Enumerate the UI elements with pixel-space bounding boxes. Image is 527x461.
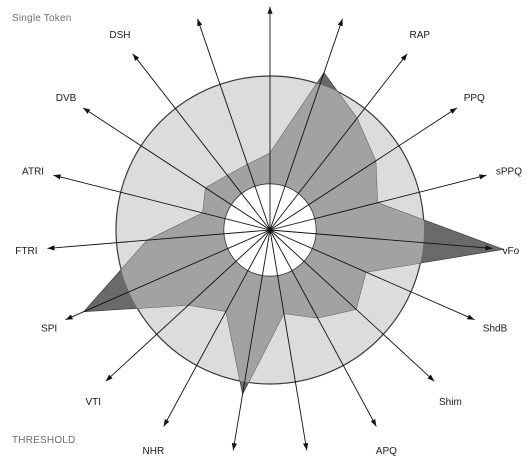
axis-label-atri: ATRI bbox=[22, 166, 44, 177]
axis-label-dvb: DVB bbox=[56, 93, 77, 104]
threshold-label: THRESHOLD bbox=[12, 435, 76, 446]
axis-line-vam bbox=[232, 229, 271, 451]
axis-line-ftri bbox=[47, 229, 271, 249]
chart-title: Single Token bbox=[12, 13, 72, 24]
axis-line-vfo bbox=[269, 229, 493, 249]
axis-arrowhead bbox=[427, 374, 435, 382]
axis-line-dvb bbox=[82, 107, 271, 231]
axis-label-shdb: ShdB bbox=[483, 324, 508, 335]
axis-arrowhead bbox=[163, 419, 170, 427]
axis-label-shim: Shim bbox=[439, 397, 462, 408]
axis-line-duv bbox=[197, 18, 271, 231]
axis-arrowhead bbox=[47, 245, 55, 251]
axis-arrowhead bbox=[479, 174, 487, 180]
axis-label-vti: VTI bbox=[85, 397, 101, 408]
axis-line-atri bbox=[53, 174, 271, 231]
axis-label-dsh: DSH bbox=[109, 30, 130, 41]
axis-arrowhead bbox=[337, 18, 343, 27]
axis-line-shdb bbox=[269, 229, 475, 321]
axis-arrowhead bbox=[53, 174, 61, 180]
axis-labels-layer: JitaJittRAPPPQsPPQvFoShdBShimAPQsAPQvAmN… bbox=[15, 0, 522, 457]
axis-label-duv: DUV bbox=[180, 0, 201, 3]
axis-arrowhead bbox=[105, 374, 113, 382]
axis-line-jitt bbox=[269, 18, 343, 231]
axis-arrowhead bbox=[485, 245, 493, 251]
axis-arrowhead bbox=[267, 6, 273, 14]
axis-label-jitt: Jitt bbox=[339, 0, 352, 3]
axis-line-apq bbox=[269, 229, 377, 427]
axis-line-sapq bbox=[269, 229, 308, 451]
axis-label-apq: APQ bbox=[376, 446, 397, 457]
axis-label-rap: RAP bbox=[410, 30, 431, 41]
axis-label-ftri: FTRI bbox=[15, 246, 37, 257]
axis-line-vti bbox=[105, 229, 271, 382]
axis-line-shim bbox=[269, 229, 435, 382]
axis-arrowhead bbox=[132, 53, 140, 61]
axis-arrowhead bbox=[231, 442, 237, 451]
axis-line-dsh bbox=[132, 53, 271, 231]
axis-arrowhead bbox=[400, 53, 408, 61]
axis-arrowhead bbox=[449, 107, 457, 114]
axis-line-rap bbox=[269, 53, 408, 231]
axis-label-nhr: NHR bbox=[143, 446, 165, 457]
axis-line-spi bbox=[65, 229, 271, 321]
axis-label-spi: SPI bbox=[41, 324, 57, 335]
axis-label-vfo: vFo bbox=[503, 246, 520, 257]
axis-arrowhead bbox=[467, 314, 475, 320]
axis-line-sppq bbox=[269, 174, 487, 231]
axes-layer bbox=[47, 6, 493, 451]
axis-arrowhead bbox=[370, 419, 377, 427]
axis-arrowhead bbox=[197, 18, 203, 27]
axis-line-nhr bbox=[163, 229, 271, 427]
axis-line-ppq bbox=[269, 107, 458, 231]
axis-label-sppq: sPPQ bbox=[496, 166, 522, 177]
axis-arrowhead bbox=[65, 314, 73, 320]
axis-arrowhead bbox=[303, 442, 309, 451]
axis-label-ppq: PPQ bbox=[464, 93, 485, 104]
axis-arrowhead bbox=[83, 107, 91, 114]
